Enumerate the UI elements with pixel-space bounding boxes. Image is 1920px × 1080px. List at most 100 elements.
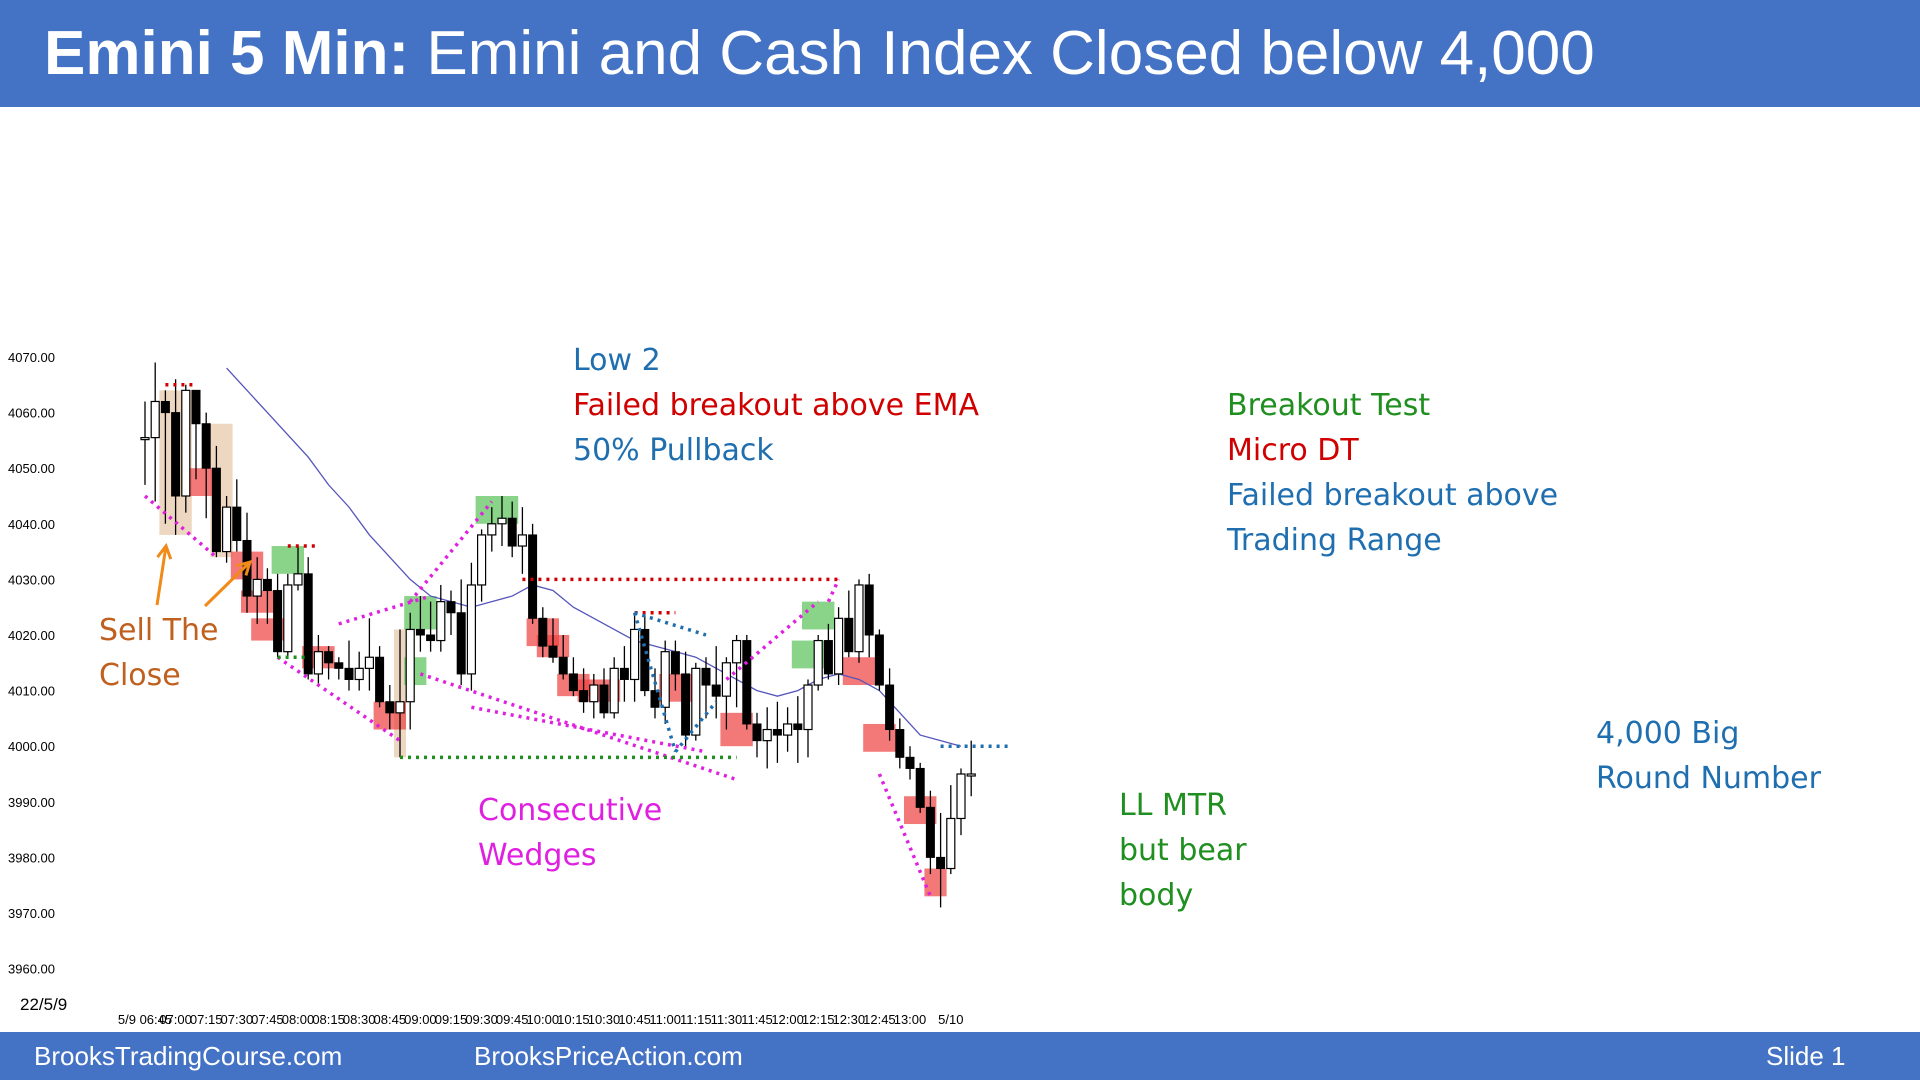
footer-brooks-price-action: BrooksPriceAction.com: [474, 1041, 743, 1071]
bear-candle: [456, 612, 466, 675]
x-tick-label: 11:45: [741, 1012, 773, 1027]
x-tick-label: 12:45: [863, 1012, 896, 1027]
bull-candle: [813, 639, 823, 686]
bear-candle: [599, 684, 609, 714]
y-tick-label: 4060.00: [8, 406, 55, 421]
bear-candle: [528, 534, 538, 619]
x-tick-label: 10:00: [527, 1012, 560, 1027]
x-tick-label: 07:45: [251, 1012, 284, 1027]
x-tick-label: 11:30: [711, 1012, 743, 1027]
x-tick-label: 07:30: [221, 1012, 254, 1027]
wedge-line: [276, 655, 401, 743]
bear-candle: [568, 673, 578, 692]
bear-candle: [772, 729, 782, 736]
y-tick-label: 4020.00: [8, 628, 55, 643]
bull-candle: [354, 667, 364, 681]
bear-candle: [701, 667, 711, 686]
title-bold: Emini 5 Min:: [44, 19, 410, 88]
y-tick-label: 3970.00: [8, 906, 55, 921]
bull-candle: [477, 534, 487, 586]
bear-candle: [844, 617, 854, 653]
x-tick-label: 07:15: [190, 1012, 223, 1027]
y-tick-label: 4050.00: [8, 461, 55, 476]
annotation-stc: Sell The: [99, 613, 219, 648]
x-tick-label: 11:15: [680, 1012, 712, 1027]
blue-dotted-line: [674, 700, 718, 753]
bull-candle: [803, 684, 813, 731]
bull-candle: [313, 651, 323, 675]
bull-candle: [589, 684, 599, 703]
bear-candle: [823, 640, 833, 675]
bear-candle: [201, 423, 211, 469]
x-tick-label: 09:15: [435, 1012, 468, 1027]
bear-highlight: [924, 868, 947, 897]
bull-candle: [762, 728, 772, 742]
y-tick-label: 4070.00: [8, 350, 55, 365]
bear-candle: [925, 806, 935, 858]
bear-candle: [303, 573, 313, 675]
title-rest: Emini and Cash Index Closed below 4,000: [426, 19, 1595, 88]
orange-arrow-head: [236, 559, 253, 576]
title-bar: Emini 5 Min: Emini and Cash Index Closed…: [0, 0, 1920, 107]
x-tick-label: 10:45: [618, 1012, 651, 1027]
annotation-wedges: Wedges: [478, 838, 597, 873]
bull-candle: [222, 506, 232, 553]
annotation-llmtr: but bear: [1119, 833, 1247, 868]
bear-candle: [905, 756, 915, 769]
bull-candle: [497, 517, 507, 525]
bear-candle: [344, 667, 354, 680]
bear-candle: [375, 656, 385, 703]
y-tick-label: 3990.00: [8, 795, 55, 810]
y-tick-label: 4030.00: [8, 572, 55, 587]
bear-candle: [232, 506, 242, 541]
bear-candle: [915, 767, 925, 808]
bear-candle: [885, 684, 895, 731]
bear-candle: [171, 412, 181, 497]
bear-highlight: [577, 679, 621, 702]
x-tick-label: 12:15: [802, 1012, 835, 1027]
bear-candle: [619, 667, 629, 680]
y-tick-label: 4040.00: [8, 517, 55, 532]
bear-candle: [681, 673, 691, 736]
y-tick-label: 4000.00: [8, 739, 55, 754]
bear-candle: [895, 729, 905, 758]
bear-candle: [446, 601, 456, 614]
annotation-fb-tr: Failed breakout above: [1227, 478, 1558, 513]
bull-candle: [956, 773, 966, 820]
x-tick-label: 11:00: [649, 1012, 681, 1027]
bear-candle: [334, 662, 344, 669]
x-tick-label: 5/10: [938, 1012, 963, 1027]
annotation-llmtr: LL MTR: [1119, 788, 1227, 823]
bear-candle: [793, 723, 803, 731]
x-tick-label: 10:30: [588, 1012, 621, 1027]
bear-highlight: [190, 468, 213, 496]
bull-candle: [782, 723, 793, 736]
wedge-line: [877, 773, 933, 897]
annotation-llmtr: body: [1119, 878, 1193, 913]
bear-candle: [650, 690, 660, 708]
candlestick-chart: 4070.00 4060.00 4050.00 4040.00 4030.00 4020.…: [8, 343, 1822, 1027]
bear-candle: [415, 628, 425, 636]
bull-candle: [833, 617, 844, 675]
x-tick-label: 09:00: [404, 1012, 437, 1027]
annotation-big-round: 4,000 Big: [1596, 716, 1739, 751]
footer-slide-number: Slide 1: [1766, 1041, 1846, 1071]
annotation-wedges: Consecutive: [478, 793, 662, 828]
bull-candle: [364, 656, 374, 669]
annotation-fb-ema: Failed breakout above EMA: [573, 388, 979, 423]
bear-candle: [742, 640, 752, 725]
bear-candle: [558, 656, 568, 675]
x-tick-label: 5/9 06:45: [118, 1012, 172, 1027]
bear-candle: [273, 590, 283, 653]
bear-candle: [711, 684, 721, 697]
bear-candle: [538, 617, 548, 647]
chart-date-label: 22/5/9: [20, 995, 67, 1014]
annotation-pullback: 50% Pullback: [573, 433, 774, 468]
bear-candle: [670, 651, 680, 675]
bull-candle: [691, 667, 701, 736]
bull-candle: [609, 667, 619, 714]
annotation-fb-tr: Trading Range: [1226, 523, 1442, 558]
bear-candle: [211, 467, 221, 553]
bear-candle: [874, 634, 884, 686]
bull-candle: [283, 584, 293, 653]
